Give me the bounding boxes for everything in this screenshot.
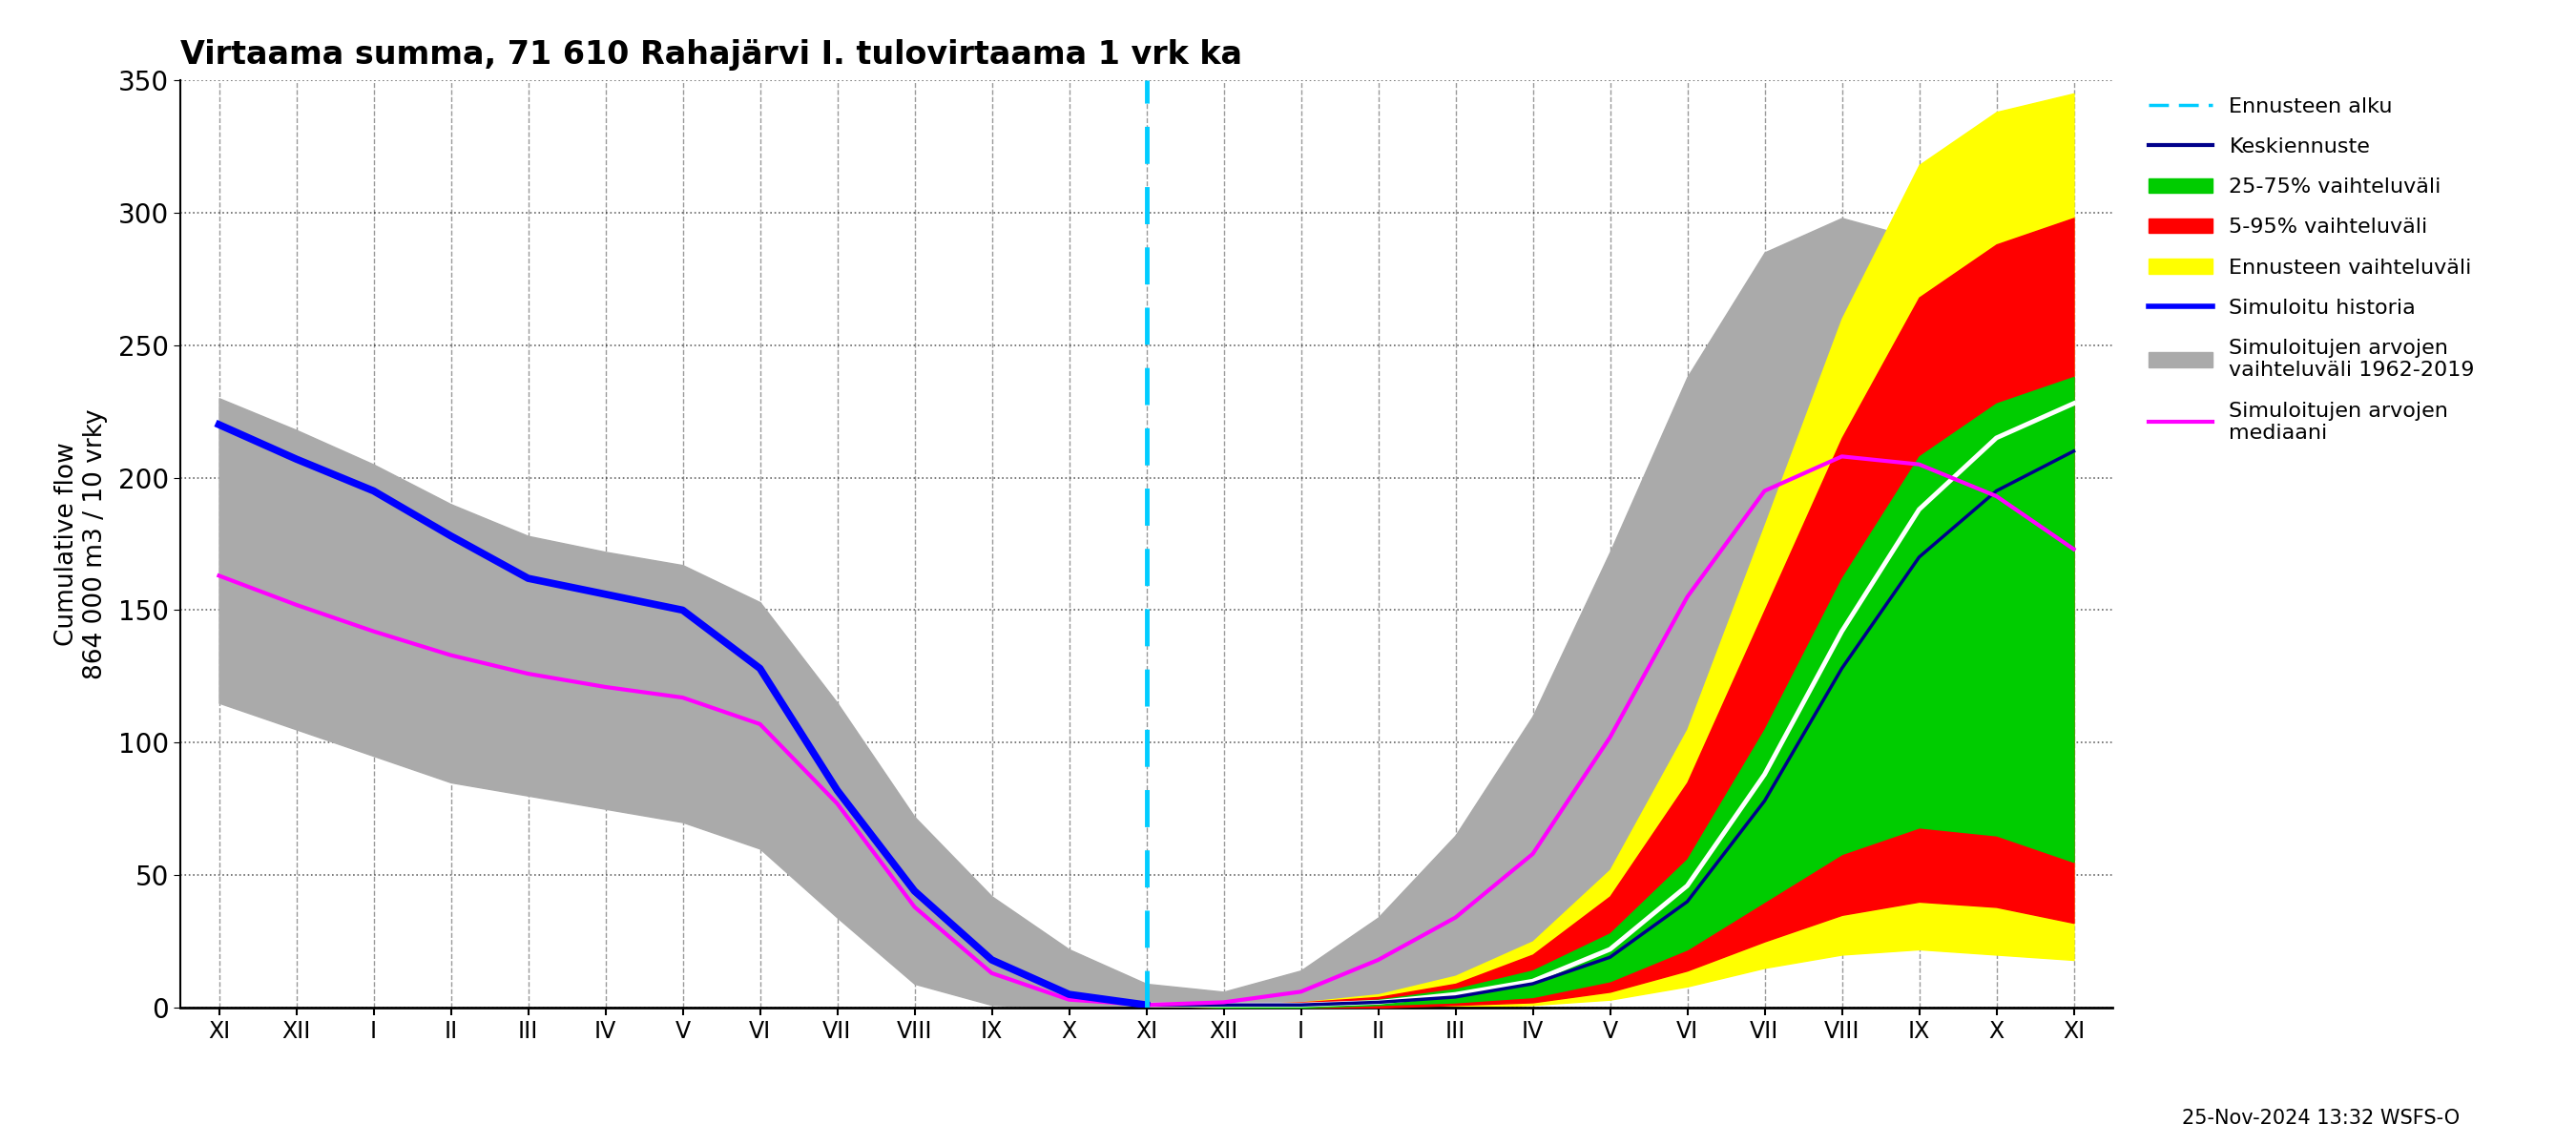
- Text: Virtaama summa, 71 610 Rahajärvi I. tulovirtaama 1 vrk ka: Virtaama summa, 71 610 Rahajärvi I. tulo…: [180, 39, 1242, 71]
- Text: 25-Nov-2024 13:32 WSFS-O: 25-Nov-2024 13:32 WSFS-O: [2182, 1108, 2460, 1128]
- Legend: Ennusteen alku, Keskiennuste, 25-75% vaihteluväli, 5-95% vaihteluväli, Ennusteen: Ennusteen alku, Keskiennuste, 25-75% vai…: [2143, 90, 2481, 449]
- Y-axis label: Cumulative flow
864 000 m3 / 10 vrky: Cumulative flow 864 000 m3 / 10 vrky: [54, 409, 108, 679]
